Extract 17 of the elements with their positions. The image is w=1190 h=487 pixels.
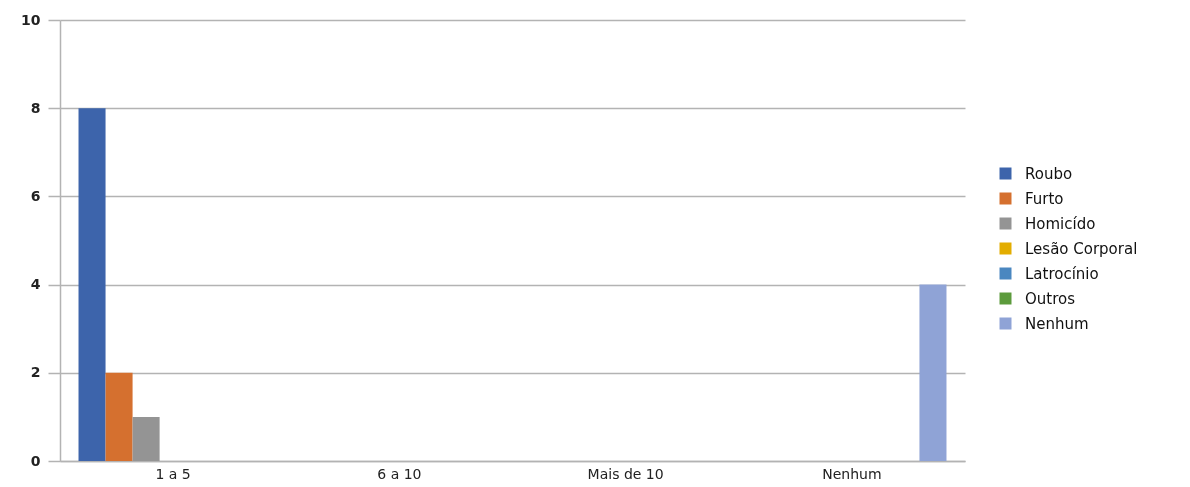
y-tick-label: 6 [30,187,41,204]
legend-label: Homicído [1025,214,1096,233]
x-tick-label: 6 a 10 [377,465,422,482]
legend-label: Outros [1025,289,1076,308]
x-tick-label: Mais de 10 [587,465,664,482]
legend-label: Nenhum [1025,314,1089,333]
x-tick-label: 1 a 5 [155,465,191,482]
y-tick-label: 10 [21,11,41,28]
x-tick-label: Nenhum [822,465,882,482]
y-tick-label: 2 [30,364,41,381]
legend-label: Furto [1025,189,1064,208]
legend-label: Roubo [1025,164,1073,183]
legend-label: Lesão Corporal [1025,239,1138,258]
legend-label: Latrocínio [1025,264,1099,283]
y-tick-label: 0 [30,452,41,469]
y-tick-label: 8 [30,99,41,116]
y-tick-label: 4 [30,276,41,293]
